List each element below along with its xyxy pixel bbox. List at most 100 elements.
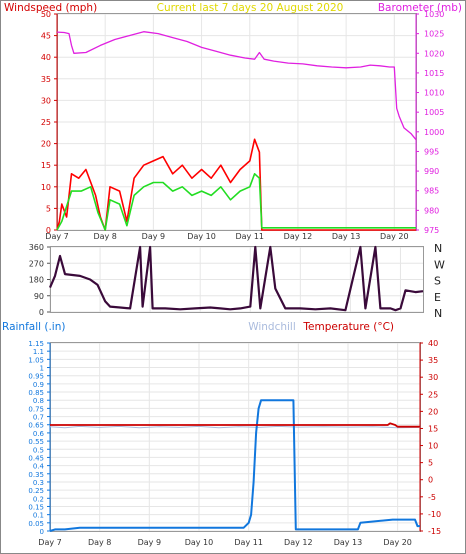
direction-plot-frame xyxy=(50,246,424,313)
temperature-tick-label: 15 xyxy=(428,424,438,433)
windspeed-tick-label: 45 xyxy=(41,32,51,41)
barometer-axis-title: Barometer (mb) xyxy=(378,2,462,14)
direction-tick-label: 270 xyxy=(29,259,44,268)
wind-day-label: Day 7 xyxy=(45,232,68,241)
windspeed-tick-label: 10 xyxy=(41,183,51,192)
wind-series xyxy=(56,31,417,231)
temperature-line xyxy=(50,422,420,428)
rainfall-tick-label: 0.2 xyxy=(33,495,44,503)
temperature-axis: -15 -10 -5 0 5 10 15 20 25 30 35 40 xyxy=(419,339,441,536)
rainfall-tick-label: 0.35 xyxy=(28,471,44,479)
barometer-tick-label: 995 xyxy=(424,147,439,156)
windspeed-tick-label: 20 xyxy=(41,140,51,149)
wind-x-axis: Day 7 Day 8 Day 9 Day 10 Day 11 Day 12 Day 13 D… xyxy=(45,232,408,241)
temperature-tick-label: -5 xyxy=(428,493,436,502)
compass-label: S xyxy=(434,275,441,288)
rainfall-tick-label: 0.65 xyxy=(28,422,44,430)
temperature-tick-label: 5 xyxy=(428,459,433,468)
barometer-tick-label: 975 xyxy=(424,226,439,235)
gust-line xyxy=(56,138,416,231)
temperature-tick-label: 40 xyxy=(428,339,438,348)
rain-plot-frame xyxy=(50,342,421,532)
barometer-tick-label: 1020 xyxy=(424,49,444,58)
compass-label: N xyxy=(434,307,442,320)
rainfall-tick-label: 0 xyxy=(40,528,44,536)
rainfall-tick-label: 0.15 xyxy=(28,503,44,511)
rainfall-tick-label: 0.55 xyxy=(28,438,44,446)
rainfall-axis: 00.050.10.150.20.250.30.350.40.450.50.55… xyxy=(28,340,51,536)
windspeed-tick-label: 0 xyxy=(46,226,51,235)
rain-day-label: Day 9 xyxy=(138,538,161,547)
direction-tick-label: 180 xyxy=(29,276,44,285)
wind-day-label: Day 8 xyxy=(93,232,116,241)
rainfall-tick-label: 0.05 xyxy=(28,520,44,528)
temperature-tick-label: 10 xyxy=(428,442,438,451)
barometer-tick-label: 1030 xyxy=(424,10,444,19)
average-wind-line xyxy=(56,173,416,231)
barometer-tick-label: 1010 xyxy=(424,89,444,98)
rainfall-tick-label: 0.6 xyxy=(33,430,45,438)
rainfall-tick-label: 1.15 xyxy=(28,340,44,348)
rainfall-tick-label: 0.5 xyxy=(33,446,44,454)
windspeed-tick-label: 35 xyxy=(41,75,51,84)
chart-title: Current last 7 days 20 August 2020 xyxy=(157,2,344,14)
wind-day-label: Day 10 xyxy=(187,232,216,241)
windchill-legend: Windchill xyxy=(248,321,296,333)
wind-day-label: Day 20 xyxy=(380,232,409,241)
rain-day-label: Day 13 xyxy=(334,538,363,547)
rainfall-tick-label: 1.1 xyxy=(33,348,44,356)
temperature-tick-label: 35 xyxy=(428,356,438,365)
barometer-tick-label: 1005 xyxy=(424,108,444,117)
temperature-tick-label: 0 xyxy=(428,476,433,485)
wind-direction-line xyxy=(48,245,424,312)
direction-axis: 0 90 180 270 360 xyxy=(29,243,50,317)
temperature-tick-label: 25 xyxy=(428,390,438,399)
wind-day-label: Day 13 xyxy=(332,232,361,241)
temperature-tick-label: -15 xyxy=(428,527,441,536)
direction-series xyxy=(48,245,424,312)
barometer-tick-label: 990 xyxy=(424,167,439,176)
barometer-line xyxy=(56,31,417,141)
rain-series xyxy=(49,399,421,532)
rainfall-tick-label: 1 xyxy=(40,365,44,373)
wind-day-label: Day 9 xyxy=(142,232,165,241)
compass-label: E xyxy=(434,291,441,304)
rainfall-tick-label: 0.75 xyxy=(28,405,44,413)
rainfall-tick-label: 0.45 xyxy=(28,454,44,462)
rainfall-tick-label: 0.4 xyxy=(33,463,45,471)
direction-tick-label: 360 xyxy=(29,243,44,252)
barometer-tick-label: 980 xyxy=(424,206,439,215)
rain-day-label: Day 11 xyxy=(234,538,263,547)
rainfall-tick-label: 0.8 xyxy=(33,397,44,405)
windspeed-tick-label: 50 xyxy=(41,10,51,19)
temperature-tick-label: 20 xyxy=(428,407,438,416)
compass-label: N xyxy=(434,242,442,255)
windspeed-tick-label: 5 xyxy=(46,204,51,213)
rain-day-label: Day 8 xyxy=(88,538,111,547)
direction-tick-label: 0 xyxy=(39,308,44,317)
rainfall-tick-label: 0.3 xyxy=(33,479,44,487)
rain-temperature-panel: 00.050.10.150.20.250.30.350.40.450.50.55… xyxy=(28,339,441,547)
direction-tick-label: 90 xyxy=(34,292,44,301)
temperature-tick-label: -10 xyxy=(428,510,441,519)
rain-day-label: Day 10 xyxy=(185,538,214,547)
rain-day-label: Day 7 xyxy=(38,538,61,547)
rainfall-axis-title: Rainfall (.in) xyxy=(2,321,65,333)
barometer-tick-label: 1025 xyxy=(424,30,444,39)
windspeed-tick-label: 15 xyxy=(41,161,51,170)
rainfall-tick-label: 0.7 xyxy=(33,414,44,422)
rainfall-line xyxy=(49,399,420,532)
rain-day-label: Day 12 xyxy=(284,538,313,547)
wind-day-label: Day 11 xyxy=(235,232,264,241)
compass-label: W xyxy=(434,258,445,271)
windspeed-tick-label: 25 xyxy=(41,118,51,127)
windspeed-tick-label: 40 xyxy=(41,53,51,62)
barometer-tick-label: 1000 xyxy=(424,128,444,137)
rainfall-tick-label: 0.9 xyxy=(33,381,44,389)
barometer-tick-label: 1015 xyxy=(424,69,444,78)
rain-grid xyxy=(49,342,420,532)
windspeed-axis: 0 5 10 15 20 25 30 35 40 45 50 xyxy=(41,10,58,235)
